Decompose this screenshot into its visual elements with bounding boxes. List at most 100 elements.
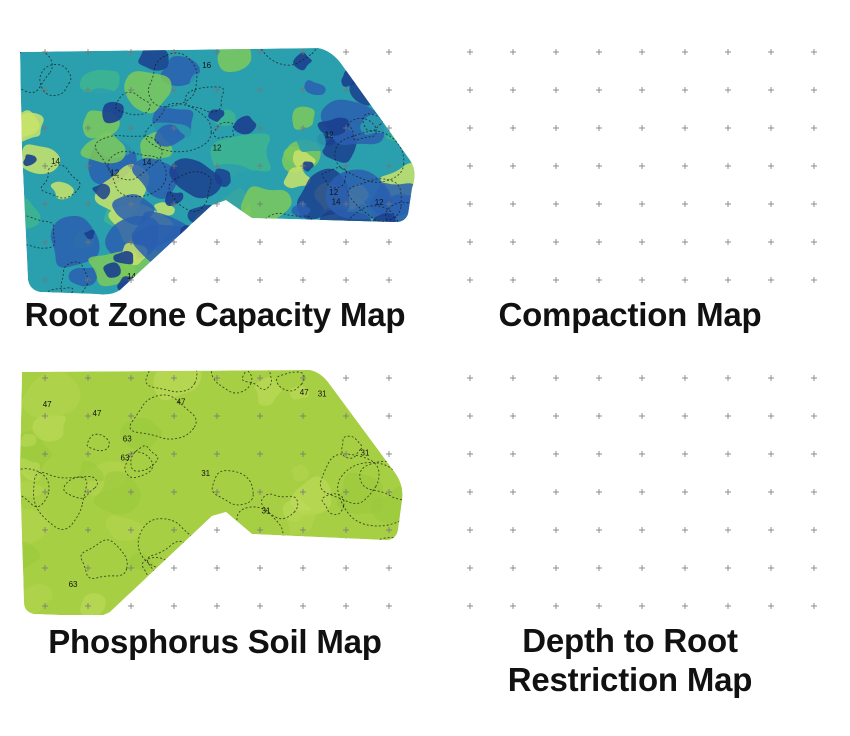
zone-patch: [240, 186, 292, 223]
grid-cross: [510, 451, 516, 457]
grid-cross: [811, 201, 817, 207]
grid-cross: [85, 201, 91, 207]
contour-line: [168, 171, 212, 212]
zone-core: [208, 109, 225, 122]
grid-cross: [257, 49, 263, 55]
zone-patch: [425, 178, 428, 219]
zone-patch: [266, 237, 306, 263]
grid-cross: [128, 565, 134, 571]
contour-label: 79: [227, 579, 236, 588]
zone-core: [317, 117, 350, 136]
grid-cross: [682, 565, 688, 571]
grid-cross: [128, 277, 134, 283]
zone-patch: [370, 485, 403, 524]
contour-line: [148, 52, 198, 108]
grid-cross: [510, 413, 516, 419]
grid-cross: [300, 87, 306, 93]
contour-line: [341, 435, 363, 459]
grid-cross: [553, 603, 559, 609]
contour-line: [60, 261, 90, 295]
phosphorus-map-panel: 47 63 31 47 63 31 79 47 63 31 47 63 31 47 79 31 47 63 Pho…: [0, 355, 425, 685]
contour-line: [184, 86, 225, 113]
grid-cross: [682, 603, 688, 609]
grid-cross: [171, 413, 177, 419]
zone-core: [391, 264, 405, 276]
zone-patch: [304, 80, 326, 96]
contour-label: 16: [202, 61, 211, 70]
grid-cross: [85, 87, 91, 93]
contour-label: 12: [375, 198, 384, 207]
grid-cross: [128, 375, 134, 381]
grid-cross: [85, 49, 91, 55]
grid-cross: [343, 413, 349, 419]
contour-line: [223, 546, 295, 614]
grid-cross: [42, 49, 48, 55]
grid-cross: [553, 125, 559, 131]
contour-line: [129, 394, 197, 440]
zone-core: [23, 154, 37, 167]
grid-cross: [725, 375, 731, 381]
grid-cross: [386, 277, 392, 283]
grid-cross: [725, 413, 731, 419]
grid-cross: [639, 603, 645, 609]
grid-cross: [682, 375, 688, 381]
zone-core: [102, 101, 124, 124]
contour-label: 31: [201, 469, 210, 478]
grid-cross: [343, 201, 349, 207]
grid-cross: [596, 375, 602, 381]
grid-cross: [553, 413, 559, 419]
grid-cross: [85, 125, 91, 131]
grid-cross: [467, 49, 473, 55]
zone-core: [113, 251, 134, 265]
grid-cross: [214, 277, 220, 283]
grid-cross: [811, 277, 817, 283]
grid-cross: [768, 239, 774, 245]
grid-cross: [42, 375, 48, 381]
grid-cross: [42, 603, 48, 609]
grid-cross: [467, 375, 473, 381]
grid-cross: [467, 451, 473, 457]
zone-core: [210, 281, 222, 290]
zone-core: [83, 229, 95, 240]
grid-cross: [171, 527, 177, 533]
zone-patch: [199, 267, 227, 295]
grid-cross: [300, 49, 306, 55]
zone-core: [180, 225, 196, 238]
contour-label: 31: [262, 507, 271, 516]
grid-cross: [171, 603, 177, 609]
zone-patch: [124, 71, 172, 114]
contour-line: [145, 370, 198, 393]
grid-cross: [386, 49, 392, 55]
zone-core: [302, 161, 314, 172]
grid-cross: [386, 489, 392, 495]
grid-cross: [214, 451, 220, 457]
zone-patch: [289, 385, 310, 400]
zone-patch: [20, 480, 45, 497]
zone-patch: [425, 489, 438, 548]
grid-cross: [257, 489, 263, 495]
zone-patch: [291, 464, 309, 482]
contour-label: 16: [365, 258, 374, 267]
zone-patch: [112, 194, 155, 226]
zone-patch: [385, 48, 413, 61]
zone-patch: [217, 48, 252, 73]
grid-cross: [553, 527, 559, 533]
depth-root-map-panel: 423630423630364230364230364230 Depth to …: [425, 355, 850, 735]
grid-cross: [596, 603, 602, 609]
grid-cross: [596, 277, 602, 283]
grid-cross: [811, 125, 817, 131]
grid-cross: [300, 125, 306, 131]
zone-patch: [263, 597, 323, 615]
contour-label: 63: [121, 454, 130, 463]
grid-cross: [467, 125, 473, 131]
contour-line: [63, 476, 98, 499]
zone-patch: [79, 70, 120, 95]
contour-label: 31: [339, 537, 348, 546]
grid-cross: [128, 489, 134, 495]
grid-cross: [171, 277, 177, 283]
grid-cross: [596, 163, 602, 169]
zone-patch: [105, 515, 144, 542]
contour-line: [268, 234, 307, 272]
grid-cross: [553, 375, 559, 381]
contour-line: [261, 493, 299, 520]
